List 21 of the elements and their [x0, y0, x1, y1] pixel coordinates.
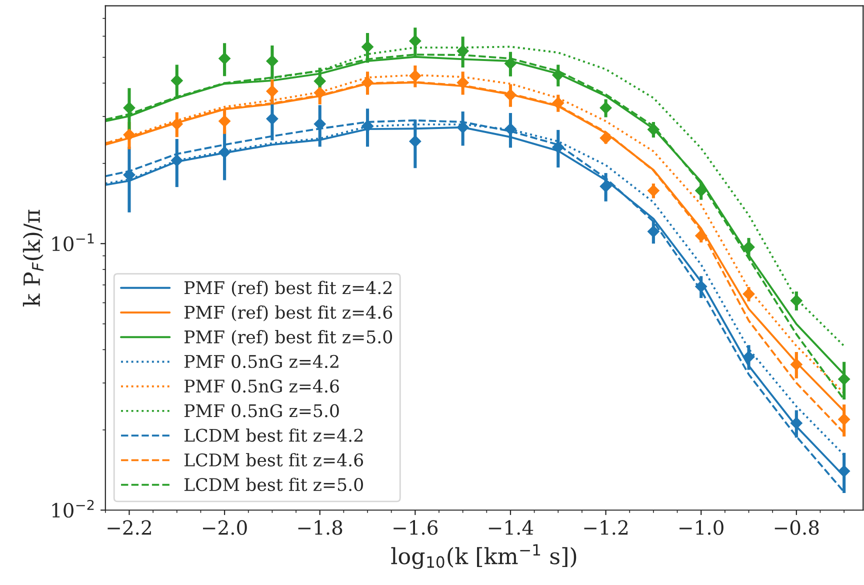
- legend-label: LCDM best fit z=4.2: [184, 428, 362, 442]
- legend-label: LCDM best fit z=4.6: [184, 453, 364, 467]
- x-axis-title: log$_{10}$(k [km$^{−1}$ s]): [391, 544, 576, 569]
- x-tick-label: −0.8: [774, 520, 819, 535]
- legend-label: LCDM best fit z=5.0: [184, 478, 363, 492]
- x-tick-label: −1.2: [584, 520, 628, 535]
- y-tick-label: 10$^{−2}$: [52, 500, 94, 518]
- legend-label: PMF (ref) best fit z=4.2: [184, 280, 392, 297]
- y-tick-label: 10$^{−1}$: [52, 233, 94, 252]
- legend-label: PMF (ref) best fit z=4.6: [184, 305, 392, 322]
- x-tick-label: −1.0: [680, 520, 724, 535]
- x-tick-label: −2.0: [203, 520, 247, 535]
- x-tick-label: −1.4: [488, 520, 534, 535]
- legend-label: PMF 0.5nG z=5.0: [184, 404, 339, 418]
- legend-label: PMF 0.5nG z=4.6: [184, 380, 339, 393]
- legend-label: PMF (ref) best fit z=5.0: [184, 330, 392, 346]
- y-axis-title: k P$_{F}$(k)/π: [22, 210, 44, 306]
- x-tick-label: −1.6: [394, 520, 438, 535]
- x-tick-label: −1.8: [298, 520, 342, 535]
- legend-label: PMF 0.5nG z=4.2: [184, 354, 338, 368]
- x-tick-label: −2.2: [108, 520, 151, 535]
